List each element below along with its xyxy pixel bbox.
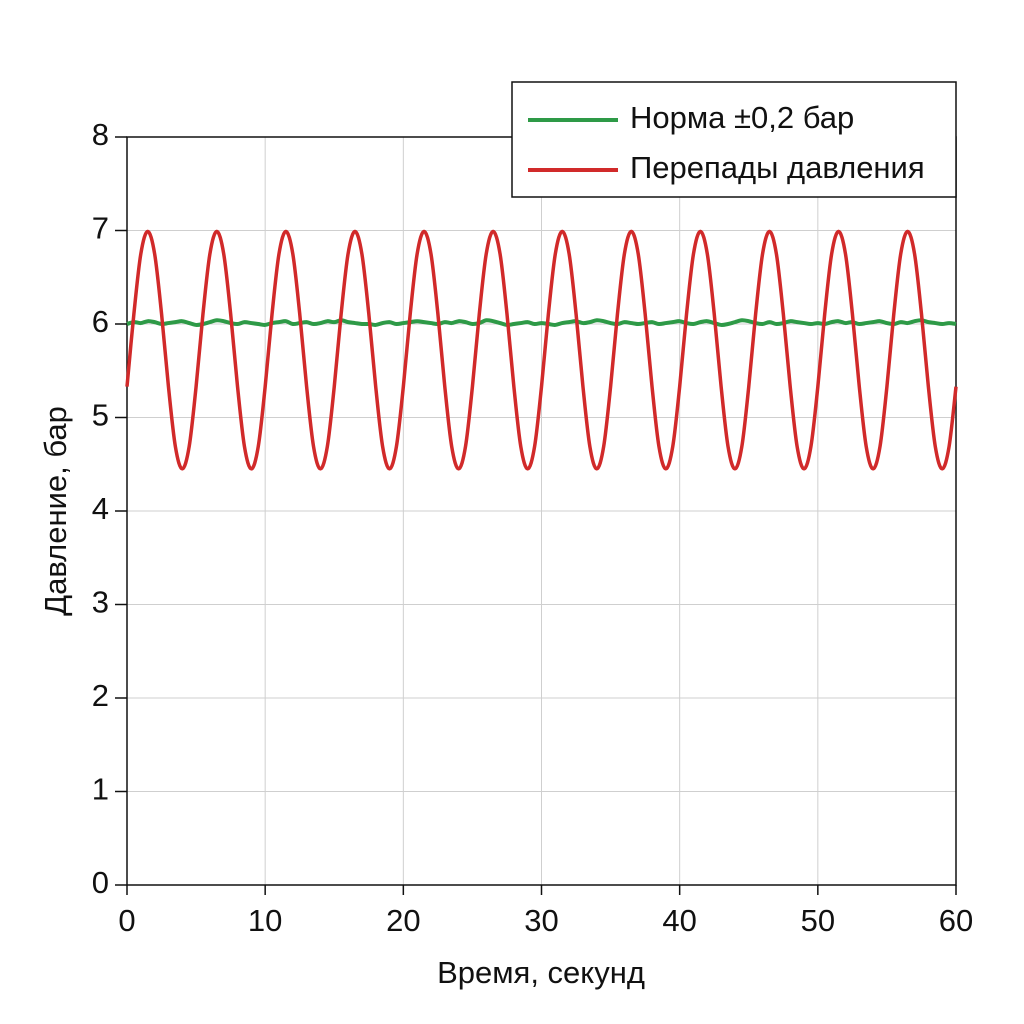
line-series [126, 318, 957, 327]
x-tick-label: 50 [801, 903, 835, 938]
y-tick-label: 8 [92, 117, 109, 152]
y-tick-label: 4 [92, 491, 109, 526]
y-tick-label: 7 [92, 211, 109, 246]
legend: Норма ±0,2 бар Перепады давления [511, 81, 957, 198]
x-tick-label: 40 [662, 903, 696, 938]
y-tick-label: 3 [92, 585, 109, 620]
x-tick-label: 10 [248, 903, 282, 938]
x-tick-label: 20 [386, 903, 420, 938]
x-axis-label: Время, секунд [437, 955, 645, 990]
line-series [125, 229, 958, 471]
y-tick-label: 6 [92, 304, 109, 339]
y-tick-label: 5 [92, 398, 109, 433]
legend-label: Перепады давления [630, 150, 925, 185]
x-tick-label: 0 [118, 903, 135, 938]
y-tick-label: 0 [92, 865, 109, 900]
x-tick-label: 30 [524, 903, 558, 938]
legend-box [511, 81, 957, 198]
y-tick-label: 1 [92, 772, 109, 807]
y-axis-label: Давление, бар [38, 406, 73, 616]
y-tick-label: 2 [92, 678, 109, 713]
legend-label: Норма ±0,2 бар [630, 100, 854, 135]
x-tick-label: 60 [939, 903, 973, 938]
